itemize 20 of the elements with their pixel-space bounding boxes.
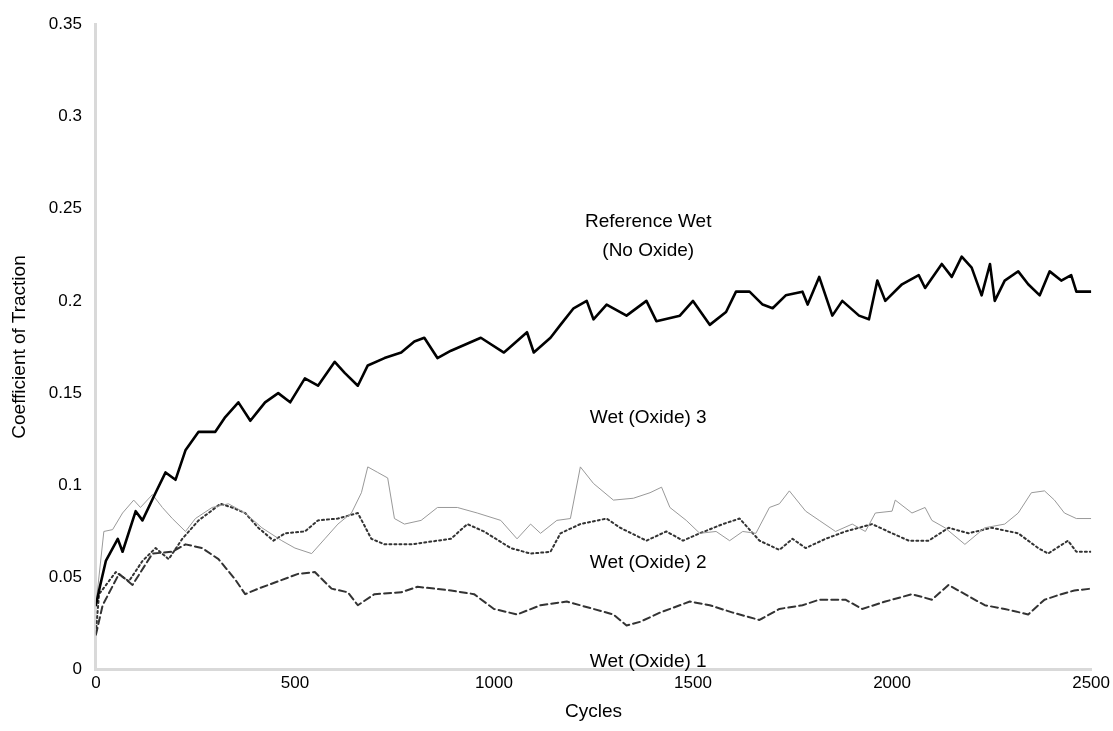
text: Wet (Oxide) 3 bbox=[589, 405, 707, 427]
y-axis-title: Coefficient of Traction bbox=[7, 255, 29, 439]
y-tick-label: 0.05 bbox=[48, 567, 82, 587]
x-tick-label: 2000 bbox=[873, 672, 911, 692]
y-tick-label: 0.1 bbox=[58, 475, 82, 495]
x-tick-label: 1000 bbox=[475, 672, 513, 692]
y-tick-label: 0.2 bbox=[58, 290, 82, 310]
y-tick-label: 0.25 bbox=[48, 198, 82, 218]
series-label: Wet (Oxide) 2 bbox=[589, 550, 707, 572]
y-tick-label: 0.35 bbox=[48, 13, 82, 33]
x-tick-label: 500 bbox=[280, 672, 310, 692]
y-tick-label: 0.15 bbox=[48, 382, 82, 402]
text: Reference Wet (No Oxide) bbox=[585, 209, 713, 260]
x-axis-title: Cycles bbox=[564, 699, 622, 721]
y-tick-label: 0.3 bbox=[58, 106, 82, 126]
x-tick-label: 2500 bbox=[1072, 672, 1110, 692]
x-tick-label: 0 bbox=[91, 672, 101, 692]
x-tick-label: 1500 bbox=[674, 672, 712, 692]
text: Wet (Oxide) 1 bbox=[589, 650, 707, 672]
y-tick-label: 0 bbox=[72, 659, 82, 679]
